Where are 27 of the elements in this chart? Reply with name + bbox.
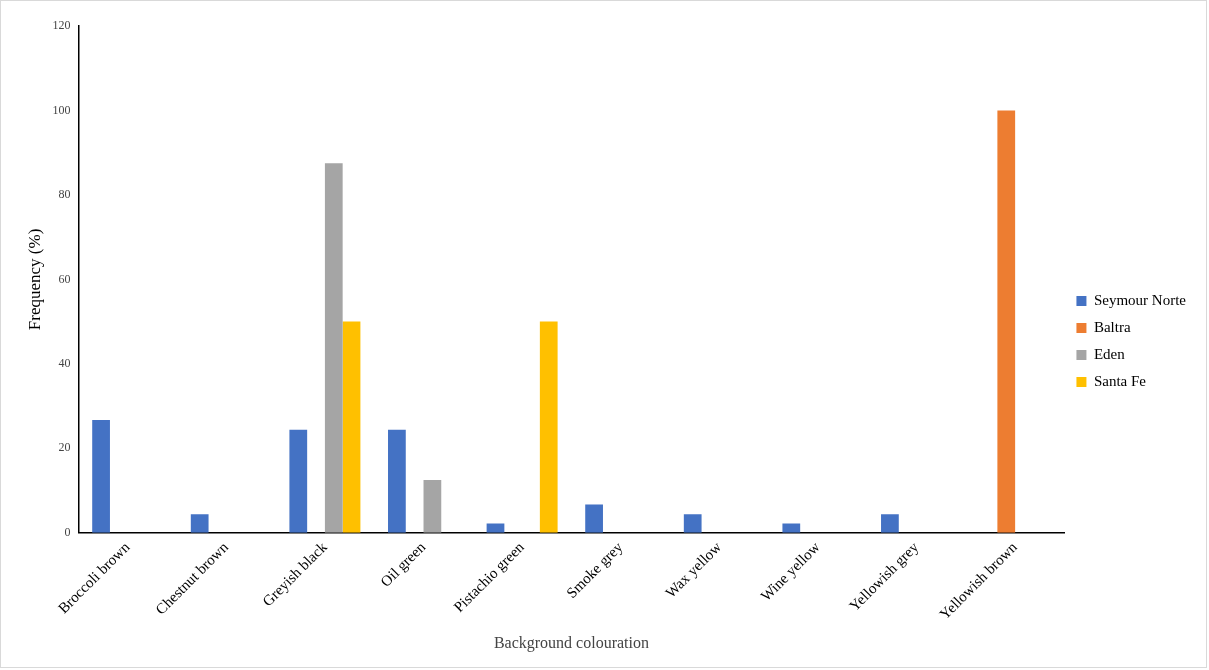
legend-label: Baltra <box>1093 318 1131 335</box>
y-tick-label: 20 <box>58 440 71 455</box>
bar <box>683 514 702 533</box>
legend-label: Eden <box>1093 345 1126 362</box>
bar <box>388 429 406 533</box>
y-tick-label: 60 <box>58 271 71 286</box>
y-axis-title: Frequency (%) <box>24 228 44 331</box>
y-tick-label: 100 <box>52 102 71 117</box>
x-axis-title: Background colouration <box>493 633 649 652</box>
y-tick-label: 0 <box>64 524 71 539</box>
bar <box>289 429 308 533</box>
bar <box>190 514 209 533</box>
y-tick-label: 120 <box>52 18 71 33</box>
bar <box>486 523 505 533</box>
y-tick-label: 80 <box>58 187 71 202</box>
bar <box>342 321 361 533</box>
bar <box>782 523 801 533</box>
bar <box>881 514 899 533</box>
y-tick-label: 40 <box>58 356 71 371</box>
bar <box>997 110 1016 533</box>
bar <box>324 163 343 533</box>
bar <box>585 504 603 533</box>
bar <box>539 321 558 533</box>
bar <box>423 479 442 533</box>
legend-label: Santa Fe <box>1093 372 1147 389</box>
legend-label: Seymour Norte <box>1093 291 1187 308</box>
bar <box>92 420 110 533</box>
